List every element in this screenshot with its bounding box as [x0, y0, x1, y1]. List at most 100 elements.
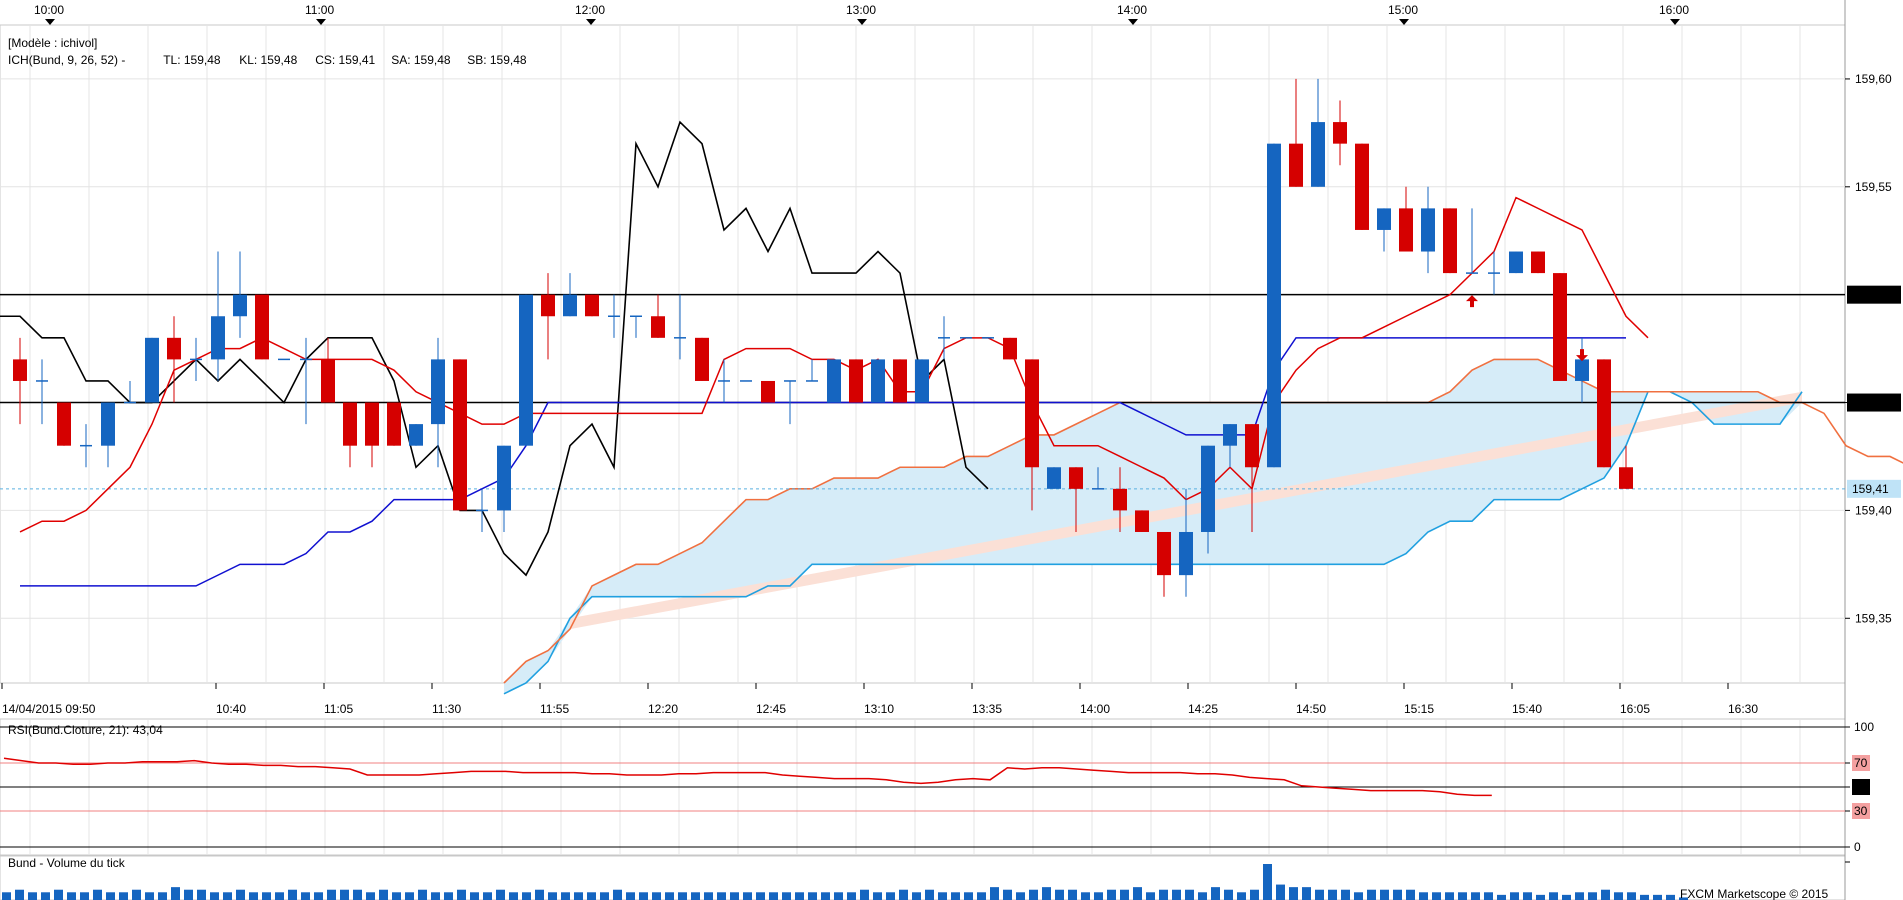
candle-bear — [13, 359, 27, 381]
candle-bear — [321, 359, 335, 403]
tl-value-label: TL: 159,48 — [163, 53, 221, 67]
volume-bar — [639, 892, 648, 900]
volume-bar — [340, 889, 349, 900]
candle-bear — [651, 316, 665, 338]
volume-bar — [1185, 889, 1194, 900]
top-time-tick-marker — [1670, 19, 1680, 25]
volume-bar — [1380, 889, 1389, 900]
candle-bull — [563, 294, 577, 317]
volume-bar — [1328, 889, 1337, 900]
volume-bar — [1003, 889, 1012, 900]
volume-bar — [145, 892, 154, 900]
candle-bull — [871, 359, 885, 403]
candle-bull — [827, 359, 841, 403]
candle-bull — [519, 294, 533, 446]
top-time-tick-label: 12:00 — [575, 3, 605, 17]
brand-watermark: FXCM Marketscope © 2015 — [1680, 887, 1829, 900]
senkou-b-line — [503, 390, 1803, 695]
candle-bear — [255, 294, 269, 360]
volume-bar — [1549, 892, 1558, 900]
rsi-axis-label: 50 — [1854, 780, 1868, 794]
top-time-tick-marker — [1399, 19, 1409, 25]
volume-bar — [665, 892, 674, 900]
volume-bar — [1419, 892, 1428, 900]
kl-value-label: KL: 159,48 — [239, 53, 297, 67]
volume-bar — [769, 892, 778, 900]
volume-bar — [210, 892, 219, 900]
volume-bar — [730, 892, 739, 900]
bottom-time-tick-label: 11:55 — [540, 702, 569, 716]
volume-bar — [1250, 889, 1259, 900]
volume-bar — [990, 887, 999, 900]
candle-bear — [893, 359, 907, 403]
candle-bear — [57, 402, 71, 446]
candle-bull — [1223, 424, 1237, 446]
rsi-axis-label: 30 — [1854, 804, 1868, 818]
candle-bull — [145, 337, 159, 403]
bottom-time-tick-label: 16:05 — [1620, 702, 1650, 716]
volume-bar — [1367, 889, 1376, 900]
candle-bear — [1113, 488, 1127, 511]
volume-bar — [1562, 894, 1571, 900]
volume-bar — [119, 892, 128, 900]
candle-bull — [431, 359, 445, 425]
candle-bear — [167, 337, 181, 360]
rsi-axis-label: 70 — [1854, 756, 1868, 770]
candle-bear — [1443, 208, 1457, 274]
bottom-time-tick-label: 10:40 — [216, 702, 246, 716]
top-time-tick-label: 13:00 — [846, 3, 876, 17]
volume-bar — [15, 889, 24, 900]
rsi-axis-label: 0 — [1854, 840, 1861, 854]
top-time-tick-label: 14:00 — [1117, 3, 1147, 17]
candle-bull — [1201, 445, 1215, 532]
candle-bull — [211, 316, 225, 360]
volume-bar — [1276, 884, 1285, 900]
ich-name-label: ICH(Bund, 9, 26, 52) - — [8, 53, 125, 67]
bottom-time-tick-label: 13:10 — [864, 702, 894, 716]
sb-value-label: SB: 159,48 — [467, 53, 527, 67]
volume-bar — [951, 892, 960, 900]
candle-bear — [343, 402, 357, 446]
volume-bar — [1588, 892, 1597, 900]
candle-bull — [1575, 359, 1589, 381]
volume-bar — [587, 892, 596, 900]
buy-signal-arrow-icon — [1466, 295, 1478, 308]
candle-bull — [1509, 251, 1523, 274]
volume-bar — [158, 892, 167, 900]
volume-bar — [223, 892, 232, 900]
volume-bar — [1029, 889, 1038, 900]
bottom-time-tick-label: 15:15 — [1404, 702, 1434, 716]
volume-bar — [1536, 894, 1545, 900]
bottom-time-tick-label: 14:25 — [1188, 702, 1218, 716]
candle-bear — [541, 294, 555, 317]
volume-bar — [457, 889, 466, 900]
volume-bar — [93, 889, 102, 900]
volume-bar — [327, 889, 336, 900]
candle-bull — [1047, 467, 1061, 489]
candle-bear — [1289, 143, 1303, 187]
candle-bear — [1531, 251, 1545, 274]
volume-bar — [1133, 887, 1142, 900]
volume-bar — [782, 892, 791, 900]
volume-bar — [1094, 892, 1103, 900]
volume-bar — [405, 892, 414, 900]
volume-bar — [379, 889, 388, 900]
volume-bar — [756, 892, 765, 900]
volume-bar — [938, 892, 947, 900]
bottom-time-tick-label: 16:30 — [1728, 702, 1758, 716]
volume-bar — [1081, 892, 1090, 900]
candle-bull — [101, 402, 115, 446]
volume-bar — [886, 892, 895, 900]
volume-bar — [613, 889, 622, 900]
volume-bar — [1016, 892, 1025, 900]
volume-bar — [1640, 894, 1649, 900]
volume-bar — [431, 892, 440, 900]
volume-bar — [314, 892, 323, 900]
price-level-tag — [1847, 285, 1901, 304]
candle-bull — [915, 359, 929, 403]
cs-value-label: CS: 159,41 — [315, 53, 375, 67]
volume-bar — [1120, 889, 1129, 900]
volume-bar — [1575, 892, 1584, 900]
bottom-time-tick-label: 14:50 — [1296, 702, 1326, 716]
